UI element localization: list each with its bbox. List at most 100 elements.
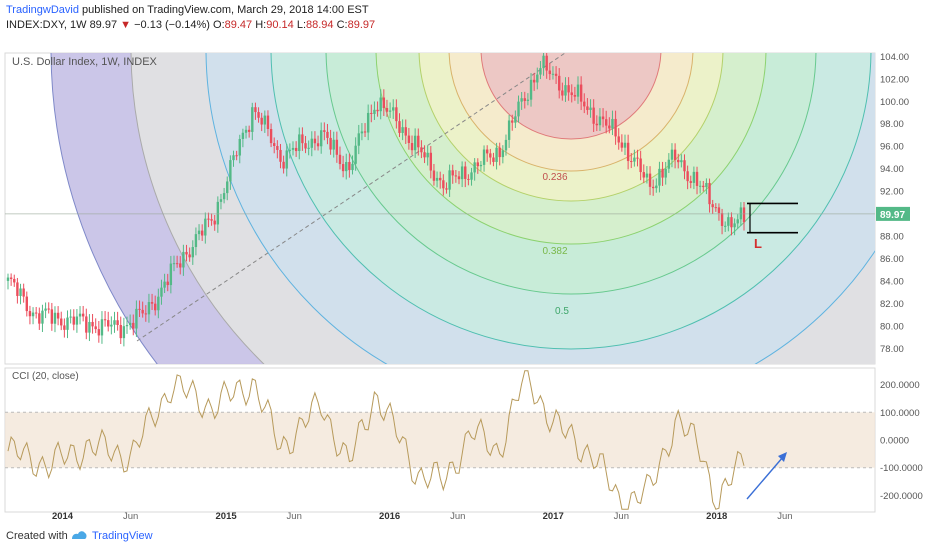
low-value: 88.94	[306, 19, 334, 31]
candle-body	[376, 109, 379, 112]
candle-body	[304, 143, 307, 149]
candle-body	[432, 170, 436, 181]
candle-body	[470, 172, 473, 180]
candle-body	[135, 308, 138, 329]
candle-body	[667, 159, 671, 169]
candle-body	[260, 117, 263, 125]
last-price-tag-label: 89.97	[880, 210, 905, 221]
close-label: C:	[336, 19, 348, 31]
candle-body	[44, 308, 47, 311]
candle-body	[257, 112, 260, 118]
candle-body	[298, 134, 301, 152]
candle-body	[583, 101, 586, 107]
candle-body	[423, 152, 426, 158]
candle-body	[19, 288, 22, 296]
candle-body	[241, 132, 245, 139]
candle-body	[733, 223, 736, 228]
candle-body	[285, 150, 288, 169]
candle-body	[617, 136, 620, 143]
candle-body	[97, 329, 101, 336]
candle-body	[457, 176, 461, 180]
candle-body	[122, 326, 126, 339]
candle-body	[413, 135, 417, 151]
candle-body	[742, 207, 746, 223]
candle-body	[739, 207, 743, 220]
candle-body	[717, 207, 721, 214]
candle-body	[501, 150, 505, 158]
candle-body	[144, 313, 148, 315]
candle-body	[28, 311, 32, 317]
candle-body	[655, 185, 658, 189]
candle-body	[182, 251, 185, 268]
ohlc-line: INDEX:DXY, 1W 89.97 ▼ −0.13 (−0.14%) O:8…	[6, 19, 375, 31]
candle-body	[507, 120, 511, 140]
tradingview-brand-link[interactable]: TradingView	[92, 530, 153, 542]
candle-body	[677, 159, 680, 163]
low-label: L:	[296, 19, 307, 31]
candle-body	[244, 129, 248, 133]
candle-body	[539, 68, 542, 75]
candle-body	[658, 168, 661, 186]
candle-body	[395, 107, 398, 122]
candle-body	[467, 178, 470, 180]
candle-body	[592, 107, 595, 124]
candle-body	[351, 163, 354, 171]
price-axis-tick: 102.00	[880, 74, 909, 85]
price-axis-tick: 80.00	[880, 321, 904, 332]
time-axis-tick: 2015	[216, 511, 238, 522]
candle-body	[561, 90, 564, 96]
candle-body	[273, 143, 276, 147]
candle-body	[373, 109, 376, 114]
candle-body	[442, 180, 445, 189]
candle-body	[22, 288, 25, 297]
candle-body	[72, 316, 75, 325]
candle-body	[370, 112, 373, 114]
candle-body	[169, 263, 173, 286]
candle-body	[282, 161, 285, 169]
fib-trend-line	[136, 53, 566, 342]
candle-body	[623, 142, 627, 148]
candle-body	[222, 193, 226, 200]
candle-body	[464, 166, 467, 179]
candle-body	[332, 139, 335, 150]
candle-body	[388, 110, 392, 112]
cci-axis-tick: -100.0000	[880, 463, 923, 474]
close-value: 89.97	[347, 19, 376, 31]
publish-line: TradingwDavid published on TradingView.c…	[6, 4, 369, 16]
candle-body	[727, 217, 730, 226]
candle-body	[586, 106, 589, 110]
candle-body	[166, 281, 169, 286]
cci-title: CCI (20, close)	[12, 371, 79, 382]
candle-body	[686, 171, 689, 182]
candle-body	[200, 230, 204, 236]
candle-body	[511, 120, 514, 123]
candle-body	[81, 313, 85, 317]
candle-body	[100, 319, 104, 336]
candle-body	[454, 175, 458, 177]
candle-body	[13, 278, 16, 283]
candle-body	[313, 138, 317, 144]
candle-body	[651, 186, 655, 189]
trend-arrow-head	[778, 452, 787, 462]
candle-body	[673, 149, 677, 160]
candle-body	[154, 303, 157, 311]
candle-body	[210, 219, 213, 221]
chart-svg[interactable]: 0.236 0.382 0.5 L U.S. Dollar Index, 1W, IN…	[0, 44, 932, 522]
candle-body	[614, 118, 617, 137]
down-triangle-icon: ▼	[120, 19, 132, 31]
candle-body	[636, 157, 639, 159]
candle-body	[398, 121, 401, 133]
candle-body	[132, 322, 135, 329]
candle-body	[670, 149, 674, 160]
candle-body	[150, 302, 154, 304]
candle-body	[429, 152, 433, 171]
symbol-label: INDEX:DXY, 1W	[6, 19, 87, 31]
time-axis-tick: 2018	[706, 511, 727, 522]
candle-body	[385, 108, 389, 112]
candle-body	[529, 79, 533, 100]
chart-area[interactable]: 0.236 0.382 0.5 L U.S. Dollar Index, 1W, IN…	[0, 44, 932, 522]
time-axis-tick: Jun	[777, 511, 792, 522]
candle-body	[188, 254, 191, 258]
author-link[interactable]: TradingwDavid	[6, 4, 79, 16]
candle-body	[542, 55, 545, 69]
